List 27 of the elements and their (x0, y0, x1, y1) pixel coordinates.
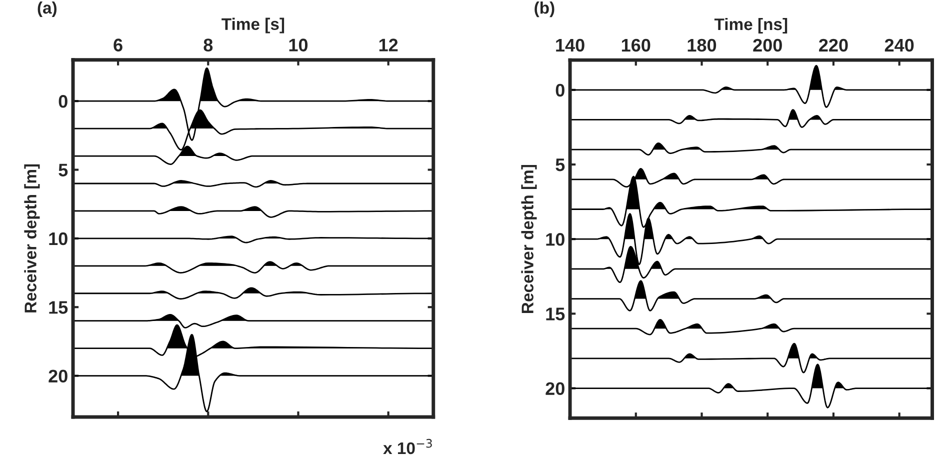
x-tick-label: 200 (753, 38, 782, 52)
text: (a) (38, 1, 57, 18)
x-tick-label: 180 (688, 38, 716, 52)
x-tick-label: 220 (819, 38, 848, 52)
y-tick-label: 0 (58, 95, 68, 108)
y-tick-label: 20 (546, 382, 564, 395)
x-tick-label: 6 (114, 38, 122, 52)
y-tick-label: 5 (58, 164, 68, 176)
x-axis-title: Time [s] (222, 18, 284, 34)
text: (b) (534, 2, 554, 18)
x-axis-title: Time [ns] (714, 18, 788, 34)
x-tick-label: 12 (379, 38, 398, 52)
y-tick-label: 20 (48, 370, 68, 383)
y-tick-label: 5 (556, 158, 565, 172)
text: x 10$^{−3}$ (383, 438, 432, 454)
y-tick-label: 0 (556, 84, 564, 97)
x-tick-label: 10 (289, 38, 308, 52)
x-tick-label: 140 (556, 38, 584, 52)
y-axis-title: Receiver depth [m] (24, 164, 40, 312)
y-tick-label: 15 (49, 301, 68, 314)
x-tick-label: 160 (622, 38, 650, 52)
y-tick-label: 15 (546, 308, 565, 320)
y-tick-label: 10 (49, 232, 68, 246)
y-tick-label: 10 (546, 233, 564, 246)
x-tick-label: 8 (204, 38, 213, 52)
y-axis-title: Receiver depth [m] (521, 164, 537, 313)
x-tick-label: 240 (884, 38, 914, 52)
